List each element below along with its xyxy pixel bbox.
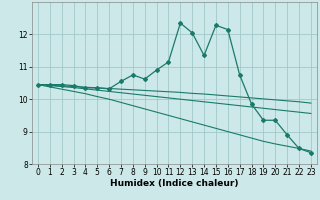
X-axis label: Humidex (Indice chaleur): Humidex (Indice chaleur) [110, 179, 239, 188]
